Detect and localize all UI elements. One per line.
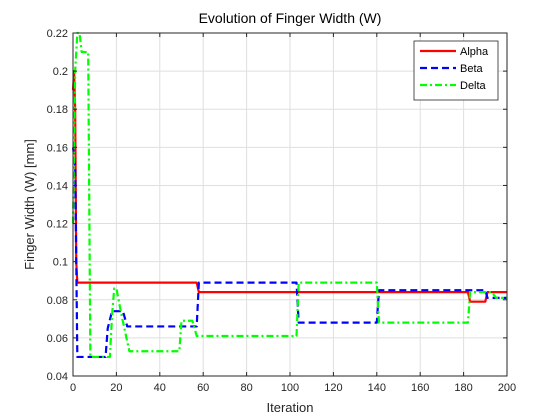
ticks: 0 20 40 60 80 100 120 140 160 180 200 0.04 0.06 0.08 0… bbox=[47, 28, 517, 394]
series-layer bbox=[71, 31, 507, 359]
y-tick-label: 0.18 bbox=[47, 104, 68, 116]
x-tick-label: 120 bbox=[324, 382, 342, 394]
x-tick-label: 80 bbox=[240, 382, 252, 394]
series-line-delta bbox=[71, 31, 507, 359]
y-tick-label: 0.16 bbox=[47, 142, 68, 154]
y-tick-label: 0.08 bbox=[47, 295, 68, 307]
x-tick-label: 180 bbox=[454, 382, 472, 394]
y-tick-label: 0.1 bbox=[53, 257, 68, 269]
x-tick-label: 200 bbox=[498, 382, 516, 394]
y-tick-label: 0.14 bbox=[47, 180, 68, 192]
legend-label-delta: Delta bbox=[460, 80, 487, 92]
legend: Alpha Beta Delta bbox=[413, 40, 499, 101]
x-tick-label: 160 bbox=[411, 382, 429, 394]
x-tick-label: 100 bbox=[281, 382, 299, 394]
y-tick-label: 0.12 bbox=[47, 219, 68, 231]
y-tick-label: 0.04 bbox=[47, 371, 68, 383]
y-tick-label: 0.2 bbox=[53, 66, 68, 78]
x-tick-label: 40 bbox=[154, 382, 166, 394]
y-tick-label: 0.22 bbox=[47, 28, 68, 40]
legend-label-alpha: Alpha bbox=[460, 46, 489, 58]
series-line-beta bbox=[71, 147, 507, 359]
x-tick-label: 0 bbox=[70, 382, 76, 394]
chart-title: Evolution of Finger Width (W) bbox=[199, 10, 382, 26]
x-tick-label: 60 bbox=[197, 382, 209, 394]
x-axis-title: Iteration bbox=[267, 400, 314, 415]
x-tick-label: 20 bbox=[110, 382, 122, 394]
y-axis-title: Finger Width (W) [mm] bbox=[22, 139, 37, 270]
x-tick-label: 140 bbox=[368, 382, 386, 394]
legend-label-beta: Beta bbox=[460, 63, 484, 75]
y-tick-label: 0.06 bbox=[47, 333, 68, 345]
